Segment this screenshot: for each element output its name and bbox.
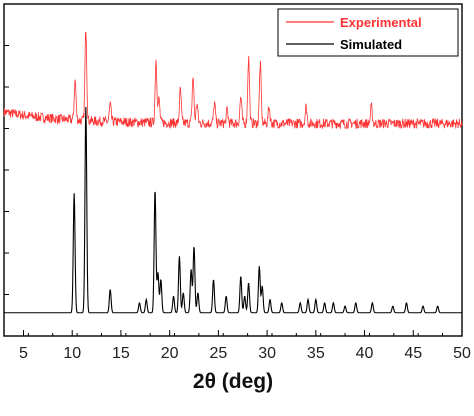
x-tick-label: 25: [209, 345, 227, 362]
x-tick-label: 45: [404, 345, 422, 362]
x-tick-label: 35: [307, 345, 325, 362]
x-tick-label: 10: [63, 345, 81, 362]
legend-box: [277, 8, 459, 57]
x-tick-label: 20: [161, 345, 179, 362]
plot-frame: [3, 3, 463, 337]
x-tick-label: 30: [258, 345, 276, 362]
x-tick-label: 40: [356, 345, 374, 362]
x-tick-label: 15: [112, 345, 130, 362]
legend: Experimental Simulated: [277, 8, 459, 57]
legend-label-simulated: Simulated: [340, 37, 402, 52]
x-axis-title: 2θ (deg): [193, 370, 273, 393]
x-tick-label: 50: [453, 345, 471, 362]
series-layer: [3, 31, 463, 314]
series-line-experimental: [3, 31, 463, 130]
ticks-layer: 5 10 15 20 25 30 35 40 45 50: [3, 45, 471, 362]
legend-label-experimental: Experimental: [340, 15, 422, 30]
series-line-simulated: [4, 106, 462, 314]
x-tick-label: 5: [19, 345, 28, 362]
